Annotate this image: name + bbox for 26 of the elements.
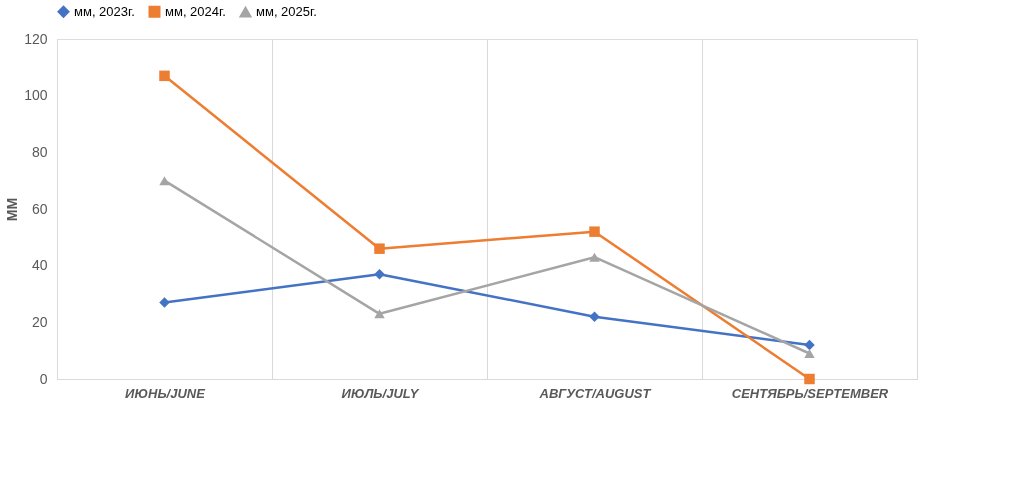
x-tick-label: СЕНТЯБРЬ/SEPTEMBER [731, 385, 889, 401]
x-tick-label: АВГУСТ/AUGUST [538, 385, 652, 401]
y-tick-label: 100 [24, 87, 48, 104]
y-tick-label: 120 [24, 30, 48, 47]
point [374, 309, 385, 319]
y-tick-label: 0 [39, 370, 48, 387]
point [159, 176, 170, 186]
point [589, 226, 600, 237]
y-tick-label: 40 [31, 257, 48, 274]
legend-label: мм, 2023г. [74, 3, 135, 19]
point [589, 252, 600, 262]
legend-label: мм, 2024г. [165, 3, 226, 19]
legend-label: мм, 2025г. [256, 4, 317, 20]
point [159, 297, 170, 308]
point [374, 243, 385, 254]
point [804, 373, 815, 385]
point [159, 70, 170, 82]
point [589, 311, 600, 322]
point [804, 348, 815, 359]
x-tick-label: ИЮНЬ/JUNE [125, 385, 206, 401]
y-tick-label: 60 [31, 200, 48, 217]
x-tick-label: ИЮЛЬ/JULY [341, 385, 420, 401]
y-tick-label: 80 [31, 143, 48, 160]
y-tick-label: 20 [31, 313, 48, 330]
y-axis-title: ММ [4, 197, 21, 222]
point [374, 268, 385, 280]
